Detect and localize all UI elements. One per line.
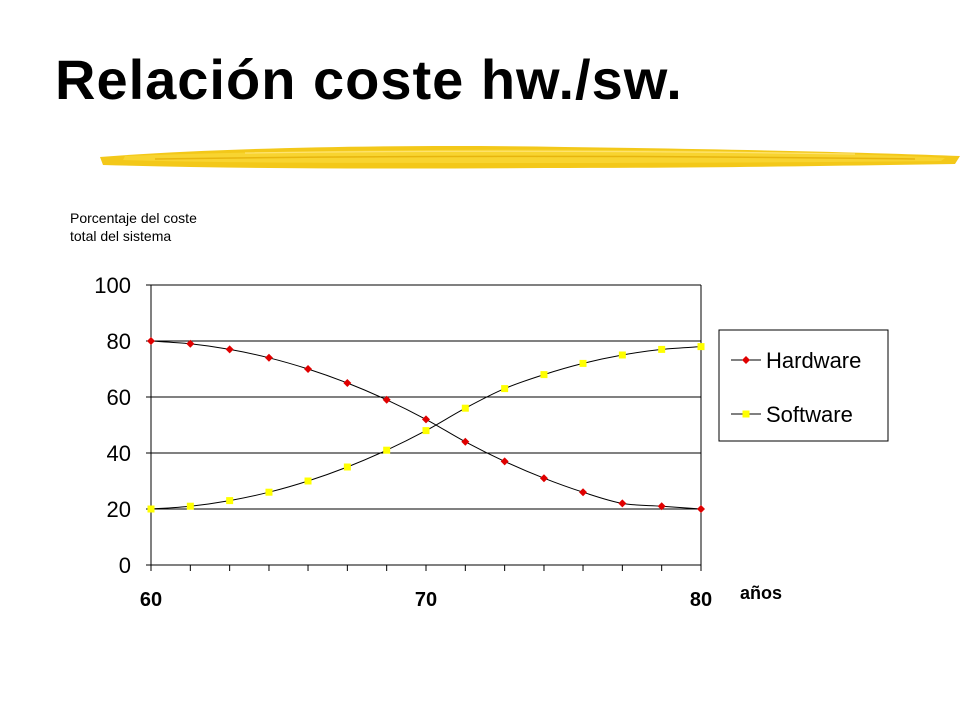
data-point-software <box>226 497 234 505</box>
data-point-software <box>265 488 273 496</box>
series <box>147 337 705 513</box>
y-axis-label-line: Porcentaje del coste <box>70 210 197 226</box>
series-line-hardware <box>150 340 702 510</box>
data-point-hardware <box>579 488 588 497</box>
legend-label: Software <box>766 402 853 427</box>
data-point-hardware <box>500 457 509 466</box>
x-tick-label: 80 <box>690 589 712 611</box>
data-point-software <box>540 371 548 379</box>
data-point-software <box>697 343 705 351</box>
data-point-hardware <box>657 502 666 511</box>
slide-title: Relación coste hw./sw. <box>55 48 683 111</box>
data-point-hardware <box>618 499 627 508</box>
legend-marker <box>742 356 750 364</box>
data-point-software <box>422 427 430 435</box>
gridlines <box>151 284 701 566</box>
y-tick-labels: 0 20 40 60 80 100 <box>94 273 131 578</box>
series-software <box>147 343 705 513</box>
data-point-hardware <box>382 395 391 404</box>
x-tick-labels: 60 70 80 <box>140 589 712 611</box>
data-point-hardware <box>461 437 470 446</box>
data-point-software <box>501 385 509 393</box>
legend-box <box>718 329 889 442</box>
y-tick-label: 0 <box>119 553 131 578</box>
x-tick-label: 70 <box>415 589 437 611</box>
y-axis-label: Porcentaje del coste total del sistema <box>70 210 197 244</box>
legend-item-software: Software <box>731 402 853 427</box>
x-axis-label: años <box>740 583 782 603</box>
y-tick-label: 40 <box>107 441 131 466</box>
data-point-software <box>461 404 469 412</box>
data-point-hardware <box>225 345 234 354</box>
y-tick-label: 100 <box>94 273 131 298</box>
data-point-software <box>383 446 391 454</box>
y-tick-label: 60 <box>107 385 131 410</box>
data-point-hardware <box>304 365 313 373</box>
data-point-hardware <box>343 379 352 387</box>
x-tick-label: 60 <box>140 589 162 611</box>
series-hardware <box>147 337 705 513</box>
legend-marker <box>742 410 750 418</box>
y-axis-label-line: total del sistema <box>70 228 171 244</box>
data-point-hardware <box>264 353 273 362</box>
y-tick-label: 80 <box>107 329 131 354</box>
data-point-software <box>343 463 351 471</box>
y-tick-label: 20 <box>107 497 131 522</box>
legend-item-hardware: Hardware <box>731 348 861 373</box>
data-point-hardware <box>697 505 705 513</box>
data-point-software <box>658 345 666 353</box>
data-point-hardware <box>147 337 155 345</box>
data-point-software <box>304 477 312 485</box>
legend: Hardware Software <box>718 329 889 442</box>
data-point-software <box>186 502 194 510</box>
data-point-software <box>147 505 155 513</box>
brush-stroke-divider <box>100 146 960 169</box>
data-point-hardware <box>186 339 195 348</box>
axes <box>146 284 702 571</box>
data-point-hardware <box>539 474 548 483</box>
data-point-software <box>579 359 587 367</box>
data-point-software <box>618 351 626 359</box>
data-point-hardware <box>422 415 430 424</box>
legend-label: Hardware <box>766 348 861 373</box>
